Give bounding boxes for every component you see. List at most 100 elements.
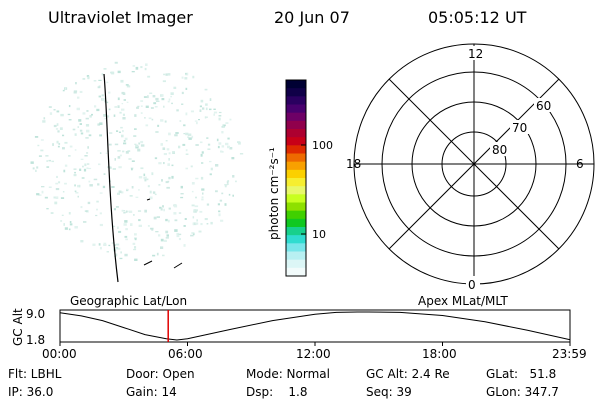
disk-speckle: [80, 132, 84, 135]
disk-speckle: [68, 119, 72, 121]
disk-speckle: [204, 116, 207, 119]
disk-speckle: [232, 175, 235, 178]
disk-speckle: [68, 212, 71, 215]
disk-speckle: [235, 180, 237, 183]
disk-speckle: [168, 176, 171, 180]
disk-speckle: [219, 199, 223, 202]
disk-speckle: [123, 223, 127, 226]
disk-speckle: [215, 164, 219, 167]
disk-speckle: [72, 128, 76, 131]
disk-speckle: [180, 185, 183, 189]
disk-speckle: [34, 136, 39, 138]
disk-speckle: [93, 178, 98, 181]
seq-field: Seq: 39: [366, 385, 412, 399]
disk-speckle: [165, 237, 169, 239]
disk-speckle: [130, 223, 133, 226]
disk-speckle: [164, 120, 167, 123]
disk-speckle: [58, 181, 61, 184]
disk-speckle: [106, 101, 109, 104]
disk-speckle: [85, 137, 89, 139]
disk-speckle: [128, 210, 133, 213]
disk-speckle: [125, 151, 129, 154]
disk-speckle: [226, 183, 229, 185]
disk-speckle: [41, 186, 45, 188]
disk-speckle: [132, 65, 136, 67]
disk-speckle: [106, 251, 109, 253]
disk-speckle: [215, 190, 218, 193]
disk-speckle: [96, 200, 99, 203]
disk-speckle: [217, 203, 220, 206]
disk-speckle: [168, 207, 171, 210]
colorbar-segment: [286, 137, 306, 146]
disk-speckle: [133, 214, 135, 216]
disk-speckle: [173, 205, 178, 208]
disk-speckle: [125, 210, 128, 213]
disk-speckle: [122, 92, 126, 95]
disk-speckle: [149, 190, 152, 194]
disk-speckle: [183, 244, 186, 247]
disk-speckle: [69, 223, 73, 226]
disk-speckle: [163, 162, 165, 165]
disk-speckle: [227, 145, 230, 149]
disk-speckle: [122, 130, 124, 133]
disk-speckle: [134, 258, 138, 261]
disk-speckle: [52, 143, 54, 146]
disk-speckle: [89, 115, 92, 118]
disk-speckle: [60, 197, 65, 199]
disk-speckle: [181, 76, 184, 79]
disk-speckle: [87, 201, 91, 205]
disk-speckle: [167, 163, 170, 166]
disk-speckle: [117, 150, 121, 152]
disk-speckle: [134, 143, 137, 145]
colorbar-segment: [286, 153, 306, 163]
disk-speckle: [48, 186, 52, 188]
disk-speckle: [199, 109, 202, 112]
disk-speckle: [194, 209, 198, 212]
disk-speckle: [118, 131, 121, 133]
disk-speckle: [124, 137, 128, 141]
disk-speckle: [56, 175, 58, 178]
disk-speckle: [131, 168, 133, 171]
disk-speckle: [97, 123, 100, 126]
disk-speckle: [102, 185, 106, 189]
disk-speckle: [56, 140, 59, 144]
disk-speckle: [48, 159, 51, 162]
disk-speckle: [204, 88, 208, 91]
disk-speckle: [125, 84, 129, 86]
disk-speckle: [103, 114, 106, 117]
disk-speckle: [173, 86, 177, 89]
colorbar-segment: [286, 129, 306, 138]
disk-speckle: [82, 112, 86, 115]
disk-speckle: [175, 132, 179, 134]
disk-speckle: [140, 144, 145, 147]
disk-speckle: [124, 253, 128, 257]
disk-speckle: [193, 222, 197, 226]
disk-speckle: [74, 133, 77, 136]
disk-speckle: [108, 143, 112, 146]
disk-speckle: [147, 185, 150, 188]
disk-speckle: [57, 130, 60, 133]
disk-speckle: [181, 91, 184, 95]
disk-speckle: [88, 180, 91, 183]
disk-speckle: [45, 155, 49, 157]
disk-speckle: [229, 147, 233, 150]
disk-speckle: [122, 150, 125, 153]
disk-speckle: [221, 131, 224, 134]
disk-speckle: [206, 137, 209, 139]
disk-speckle: [159, 206, 162, 209]
disk-speckle: [227, 137, 230, 140]
disk-speckle: [86, 167, 89, 169]
disk-speckle: [103, 173, 106, 175]
disk-speckle: [126, 85, 131, 88]
disk-speckle: [187, 136, 190, 138]
limb-tick: [173, 262, 183, 269]
disk-speckle: [166, 186, 170, 189]
disk-speckle: [53, 196, 57, 199]
disk-speckle: [196, 219, 198, 222]
disk-speckle: [210, 167, 213, 171]
orbit-ytick-label: 1.8: [26, 333, 45, 347]
disk-speckle: [138, 142, 141, 145]
disk-speckle: [178, 145, 181, 149]
disk-speckle: [166, 234, 169, 237]
disk-speckle: [64, 182, 67, 185]
